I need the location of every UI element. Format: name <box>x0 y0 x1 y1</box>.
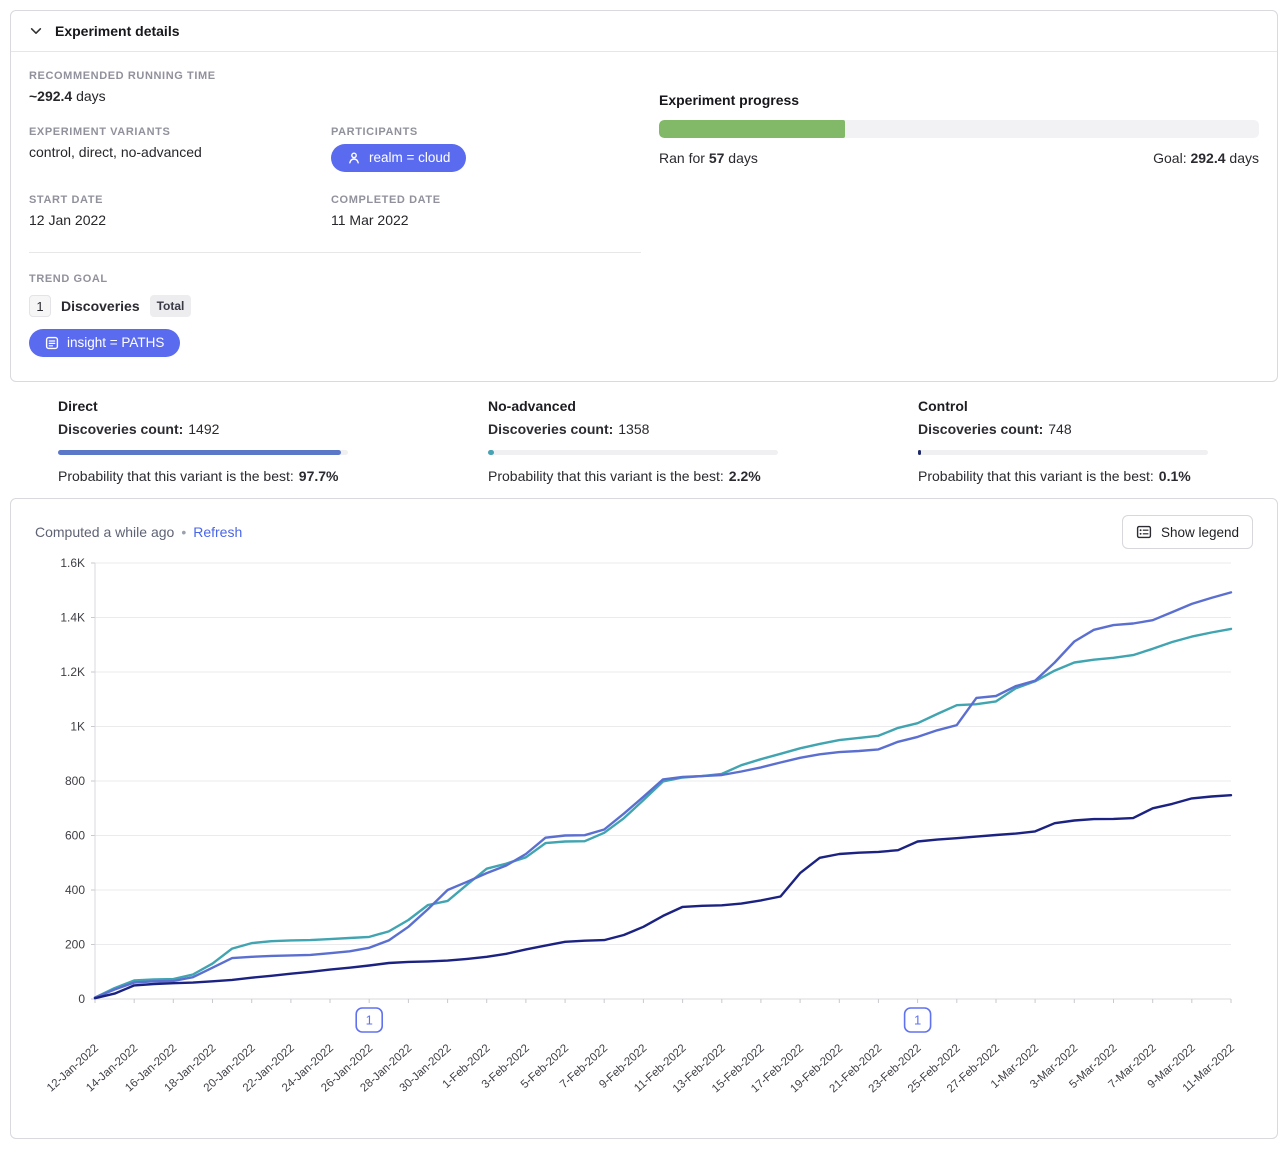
svg-text:1.6K: 1.6K <box>60 556 85 570</box>
variant-name: No-advanced <box>488 398 576 414</box>
probability-value: 2.2% <box>728 468 761 484</box>
computed-text: Computed a while ago <box>35 524 175 540</box>
completed-date: COMPLETED DATE 11 Mar 2022 <box>331 194 641 228</box>
trend-chart: 02004006008001K1.2K1.4K1.6K12-Jan-202214… <box>45 556 1237 1095</box>
recommended-running-time-label: RECOMMENDED RUNNING TIME <box>29 70 216 82</box>
panel-title: Experiment details <box>55 23 180 39</box>
chevron-down-icon[interactable] <box>29 24 43 38</box>
start-date-label: START DATE <box>29 194 104 206</box>
experiment-details-header[interactable]: Experiment details <box>11 11 1277 52</box>
count-label: Discoveries count: <box>58 421 184 437</box>
experiment-variants: EXPERIMENT VARIANTS control, direct, no-… <box>29 126 331 172</box>
recommended-running-time-value: ~292.4 <box>29 88 73 104</box>
experiment-progress-title: Experiment progress <box>659 92 800 108</box>
probability-value: 97.7% <box>298 468 339 484</box>
total-badge: Total <box>149 295 192 317</box>
svg-text:600: 600 <box>65 829 85 843</box>
insight-pill-label: insight = PATHS <box>67 335 165 351</box>
trend-chart-panel: Computed a while ago • Refresh Show lege… <box>10 498 1278 1139</box>
probability-label: Probability that this variant is the bes… <box>918 468 1154 484</box>
trend-goal: TREND GOAL 1 Discoveries Total insight =… <box>29 273 641 357</box>
ran-for-text: Ran for 57 days <box>659 150 758 166</box>
variant-card-direct: Direct Discoveries count: 1492 Probabilit… <box>58 398 488 484</box>
variant-name: Control <box>918 398 968 414</box>
count-value: 1492 <box>188 421 220 437</box>
participants-pill[interactable]: realm = cloud <box>331 144 467 172</box>
probability-value: 0.1% <box>1158 468 1191 484</box>
insight-pill[interactable]: insight = PATHS <box>29 329 181 357</box>
count-label: Discoveries count: <box>918 421 1044 437</box>
annotation-badge[interactable]: 1 <box>355 1007 384 1033</box>
svg-text:200: 200 <box>65 938 85 952</box>
experiment-variants-label: EXPERIMENT VARIANTS <box>29 126 171 138</box>
trend-goal-step-number: 1 <box>29 295 51 317</box>
probability-label: Probability that this variant is the bes… <box>58 468 294 484</box>
goal-text: Goal: 292.4 days <box>1153 150 1259 166</box>
svg-text:0: 0 <box>78 992 85 1006</box>
probability-bar-fill <box>918 450 921 455</box>
svg-text:1K: 1K <box>70 720 85 734</box>
person-icon <box>349 152 359 164</box>
computed-status: Computed a while ago • Refresh <box>35 524 242 540</box>
probability-bar-fill <box>488 450 495 455</box>
probability-bar <box>918 450 1208 455</box>
svg-text:1.2K: 1.2K <box>60 665 85 679</box>
participants-pill-label: realm = cloud <box>369 150 451 166</box>
experiment-progress-bar <box>659 120 1259 138</box>
completed-date-label: COMPLETED DATE <box>331 194 441 206</box>
refresh-link[interactable]: Refresh <box>193 524 243 540</box>
experiment-details-panel: Experiment details RECOMMENDED RUNNING T… <box>10 10 1278 382</box>
probability-label: Probability that this variant is the bes… <box>488 468 724 484</box>
start-date: START DATE 12 Jan 2022 <box>29 194 331 228</box>
count-value: 748 <box>1048 421 1072 437</box>
legend-list-icon <box>1136 525 1152 539</box>
variant-card-no-advanced: No-advanced Discoveries count: 1358 Proba… <box>488 398 918 484</box>
completed-date-value: 11 Mar 2022 <box>331 212 409 228</box>
insight-card-icon <box>45 336 59 350</box>
probability-bar <box>488 450 778 455</box>
trend-goal-event: Discoveries <box>61 298 140 314</box>
count-value: 1358 <box>618 421 650 437</box>
svg-text:1: 1 <box>914 1013 921 1028</box>
svg-text:400: 400 <box>65 883 85 897</box>
recommended-running-time-unit: days <box>72 88 106 104</box>
count-label: Discoveries count: <box>488 421 614 437</box>
separator-dot: • <box>181 524 187 540</box>
variant-name: Direct <box>58 398 98 414</box>
svg-text:1: 1 <box>366 1013 373 1028</box>
svg-text:1.4K: 1.4K <box>60 611 85 625</box>
annotation-badge[interactable]: 1 <box>903 1007 932 1033</box>
show-legend-button[interactable]: Show legend <box>1121 515 1253 549</box>
experiment-variants-value: control, direct, no-advanced <box>29 144 202 160</box>
svg-text:800: 800 <box>65 774 85 788</box>
trend-goal-label: TREND GOAL <box>29 273 108 285</box>
start-date-value: 12 Jan 2022 <box>29 212 107 228</box>
recommended-running-time: RECOMMENDED RUNNING TIME ~292.4 days <box>29 70 641 104</box>
variant-results-strip: Direct Discoveries count: 1492 Probabilit… <box>0 382 1288 498</box>
probability-bar <box>58 450 348 455</box>
show-legend-label: Show legend <box>1160 524 1239 540</box>
experiment-progress-fill <box>659 120 845 138</box>
variant-card-control: Control Discoveries count: 748 Probabilit… <box>918 398 1288 484</box>
participants-label: PARTICIPANTS <box>331 126 418 138</box>
participants: PARTICIPANTS realm = cloud <box>331 126 641 172</box>
probability-bar-fill <box>58 450 342 455</box>
experiment-progress: Experiment progress Ran for 57 days Goal… <box>641 70 1259 357</box>
